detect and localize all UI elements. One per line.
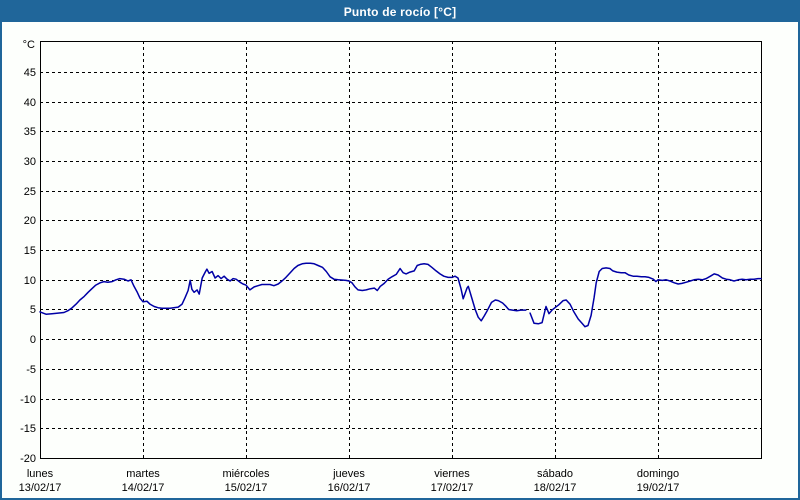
y-tick-label: 15 <box>24 245 36 257</box>
day-date-label: 15/02/17 <box>225 482 268 494</box>
day-date-label: 19/02/17 <box>637 482 680 494</box>
y-tick-label: 30 <box>24 156 36 168</box>
y-tick-label: 25 <box>24 186 36 198</box>
y-tick-label: -15 <box>20 423 36 435</box>
y-tick-label: 20 <box>24 215 36 227</box>
title-bar: Punto de rocío [°C] <box>2 2 798 22</box>
day-date-label: 13/02/17 <box>19 482 62 494</box>
y-tick-label: 35 <box>24 126 36 138</box>
y-tick-label: -10 <box>20 394 36 406</box>
day-date-label: 18/02/17 <box>534 482 577 494</box>
day-name-label: sábado <box>537 468 573 480</box>
chart-title: Punto de rocío [°C] <box>343 5 457 19</box>
plot-border <box>40 41 762 459</box>
y-axis-unit-label: °C <box>23 39 35 51</box>
y-tick-label: -5 <box>26 364 36 376</box>
day-name-label: jueves <box>332 468 365 480</box>
y-tick-label: -20 <box>20 453 36 465</box>
day-name-label: miércoles <box>222 468 270 480</box>
day-name-label: lunes <box>27 468 54 480</box>
y-tick-label: 5 <box>30 304 36 316</box>
dew-point-chart: 45 40 35 30 25 20 15 10 5 0 -5 -10 -15 -20 °C lunes 13/0… <box>19 39 762 494</box>
day-date-label: 14/02/17 <box>122 482 165 494</box>
day-name-label: martes <box>126 468 160 480</box>
y-tick-label: 10 <box>24 275 36 287</box>
day-name-label: viernes <box>434 468 470 480</box>
y-tick-label: 40 <box>24 97 36 109</box>
day-date-label: 16/02/17 <box>328 482 371 494</box>
chart-area: 45 40 35 30 25 20 15 10 5 0 -5 -10 -15 -20 °C lunes 13/0… <box>2 22 798 498</box>
y-tick-label: 45 <box>24 67 36 79</box>
day-name-label: domingo <box>637 468 679 480</box>
day-date-label: 17/02/17 <box>431 482 474 494</box>
data-line-punto-de-roc-o <box>39 262 762 328</box>
y-tick-label: 0 <box>30 334 36 346</box>
